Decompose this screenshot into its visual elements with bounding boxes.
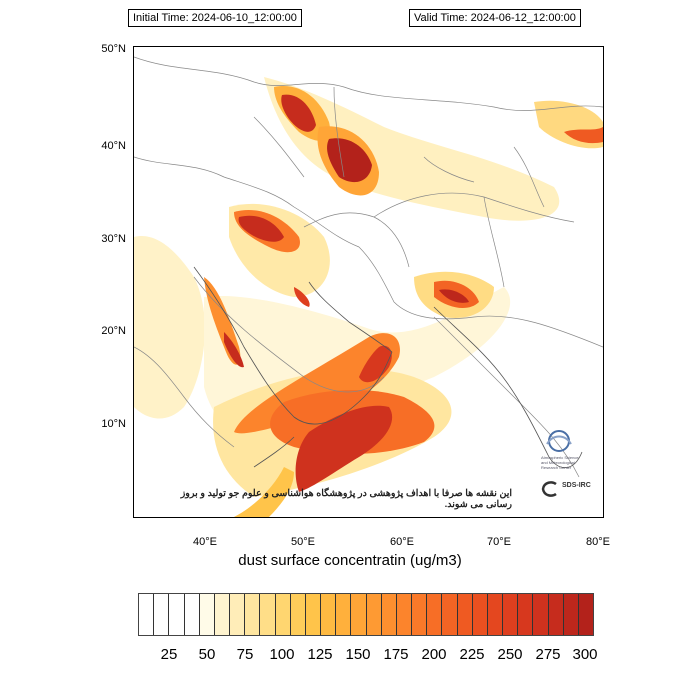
colorbar-swatch (518, 594, 534, 635)
valid-time-label: Valid Time: 2024-06-12_12:00:00 (409, 9, 581, 27)
cbar-label: 125 (307, 646, 333, 663)
colorbar-swatch (169, 594, 185, 635)
colorbar-swatch (563, 594, 579, 635)
org-logo-caption: Atmospheric Science and Meteorological R… (541, 455, 579, 470)
coastlines (193, 266, 583, 469)
lon-label-70e: 70°E (487, 536, 511, 548)
initial-time-label: Initial Time: 2024-06-10_12:00:00 (128, 9, 302, 27)
lat-label-30n: 30°N (101, 233, 126, 245)
cbar-label: 150 (345, 646, 371, 663)
lat-label-40n: 40°N (101, 140, 126, 152)
colorbar-swatch (442, 594, 458, 635)
cbar-label: 25 (160, 646, 178, 663)
colorbar-swatch (548, 594, 564, 635)
lon-label-80e: 80°E (586, 536, 610, 548)
colorbar-swatch (487, 594, 504, 635)
colorbar-swatch (260, 594, 276, 635)
dust-concentration-map (133, 46, 604, 518)
colorbar-swatch (305, 594, 322, 635)
cbar-label: 50 (198, 646, 216, 663)
colorbar-swatch (290, 594, 306, 635)
cbar-label: 225 (459, 646, 485, 663)
sds-logo-icon (541, 481, 557, 497)
colorbar-swatch (139, 594, 155, 635)
cbar-label: 100 (269, 646, 295, 663)
colorbar-swatch (366, 594, 382, 635)
colorbar-swatch (199, 594, 215, 635)
cbar-label: 300 (572, 646, 598, 663)
dust-plumes (134, 77, 603, 517)
disclaimer-text: این نقشه ها صرفا با اهداف پژوهشی در پژوه… (180, 488, 512, 510)
colorbar-swatch (427, 594, 443, 635)
lat-label-20n: 20°N (101, 325, 126, 337)
colorbar-title: dust surface concentratin (ug/m3) (238, 552, 462, 569)
map-canvas (134, 56, 603, 517)
lat-label-50n: 50°N (101, 43, 126, 55)
colorbar-swatch (533, 594, 549, 635)
sds-irc-logo-text: SDS-IRC (562, 482, 591, 489)
colorbar-swatch (381, 594, 397, 635)
lon-label-40e: 40°E (193, 536, 217, 548)
lon-label-50e: 50°E (291, 536, 315, 548)
cbar-label: 275 (535, 646, 561, 663)
colorbar-swatch (321, 594, 337, 635)
cbar-label: 200 (421, 646, 447, 663)
cbar-label: 175 (383, 646, 409, 663)
colorbar-swatch (351, 594, 367, 635)
colorbar-swatch (275, 594, 291, 635)
colorbar-swatch (457, 594, 473, 635)
colorbar-swatch (412, 594, 428, 635)
colorbar-swatch (154, 594, 170, 635)
org-logo-icon (546, 430, 572, 452)
colorbar-swatch (396, 594, 413, 635)
lat-label-10n: 10°N (101, 418, 126, 430)
colorbar-swatch (184, 594, 200, 635)
colorbar-swatch (214, 594, 231, 635)
colorbar-swatch (245, 594, 261, 635)
country-borders (134, 56, 603, 478)
colorbar (138, 593, 594, 636)
colorbar-swatch (230, 594, 246, 635)
cbar-label: 75 (236, 646, 254, 663)
colorbar-swatch (578, 594, 594, 635)
colorbar-swatch (503, 594, 519, 635)
cbar-label: 250 (497, 646, 523, 663)
colorbar-swatch (336, 594, 352, 635)
colorbar-swatch (472, 594, 488, 635)
lon-label-60e: 60°E (390, 536, 414, 548)
